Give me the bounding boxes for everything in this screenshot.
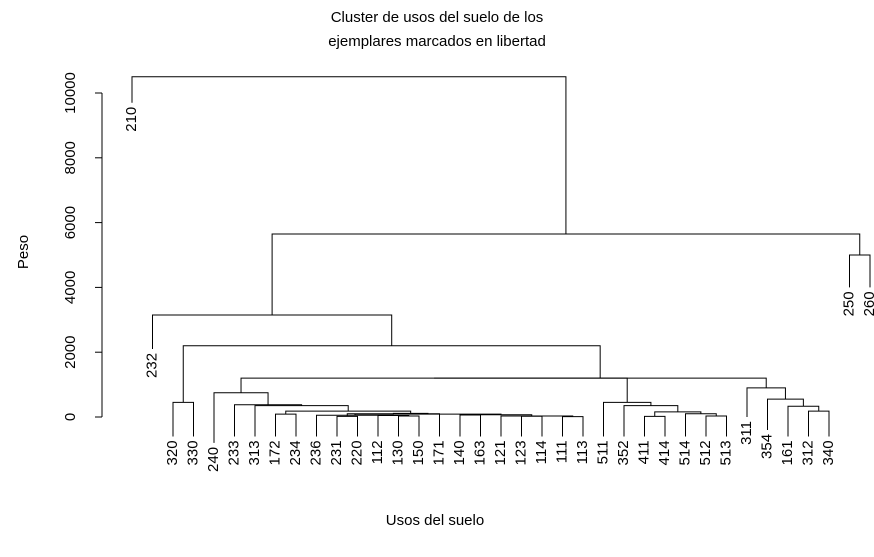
dendrogram-link: [746, 387, 786, 417]
leaf-label: 511: [594, 440, 611, 464]
y-tick-label: 4000: [62, 271, 79, 304]
leaf-label: 231: [328, 440, 345, 465]
dendrogram-link: [336, 415, 358, 437]
y-axis-label: Peso: [15, 235, 32, 269]
dendrogram-link: [767, 398, 804, 430]
dendrogram-link: [459, 414, 481, 437]
leaf-label: 411: [635, 440, 652, 464]
dendrogram-link: [623, 405, 679, 437]
leaf-label: 210: [123, 107, 140, 132]
leaf-label: 163: [471, 440, 488, 465]
dendrogram-link: [240, 377, 628, 403]
dendrogram-link: [346, 413, 440, 437]
dendrogram-link: [398, 415, 420, 437]
leaf-label: 260: [861, 291, 874, 316]
y-axis: 0 2000 4000 6000 8000 10000: [62, 72, 103, 421]
leaf-label: 313: [246, 440, 263, 465]
leaf-label: 172: [266, 440, 283, 465]
chart-title-line-2: ejemplares marcados en libertad: [328, 33, 546, 50]
dendrogram-link: [685, 413, 717, 437]
leaf-label: 232: [143, 353, 160, 378]
leaf-label: 171: [430, 440, 447, 465]
dendrogram-link: [213, 392, 269, 443]
leaf-label: 236: [307, 440, 324, 465]
leaf-label: 414: [656, 440, 673, 465]
dendrogram-link: [275, 413, 297, 437]
x-axis-label: Usos del suelo: [386, 512, 484, 529]
dendrogram-link: [849, 254, 871, 288]
y-tick-label: 2000: [62, 336, 79, 369]
leaf-label: 352: [615, 440, 632, 465]
y-tick-label: 10000: [62, 72, 79, 114]
dendrogram-link: [808, 410, 830, 437]
dendrogram-link: [521, 415, 543, 437]
chart-title-line-1: Cluster de usos del suelo de los: [331, 9, 544, 26]
dendrogram-tree: [131, 76, 871, 443]
leaf-label: 140: [451, 440, 468, 465]
dendrogram-link: [434, 377, 767, 388]
leaf-label: 312: [799, 440, 816, 465]
dendrogram-link: [500, 415, 574, 437]
dendrogram-link: [705, 415, 727, 437]
leaf-label: 354: [758, 434, 775, 459]
dendrogram-link: [644, 415, 666, 437]
dendrogram-link: [172, 401, 194, 437]
dendrogram-link: [603, 401, 652, 437]
y-tick-label: 8000: [62, 141, 79, 174]
leaf-label: 121: [492, 440, 509, 465]
dendrogram-link: [377, 415, 410, 437]
dendrogram-link: [234, 404, 303, 437]
dendrogram-link: [271, 233, 861, 315]
dendrogram-link: [316, 414, 394, 437]
leaf-label: 111: [553, 440, 570, 463]
leaf-label: 512: [697, 440, 714, 465]
dendrogram-link: [152, 314, 393, 349]
leaf-label: 112: [369, 440, 386, 464]
leaf-label: 514: [676, 440, 693, 465]
leaf-label: 233: [225, 440, 242, 465]
leaf-label: 113: [574, 440, 591, 464]
leaf-label: 114: [533, 440, 550, 464]
dendrogram-link: [562, 416, 584, 437]
leaf-label: 320: [164, 440, 181, 465]
leaf-label: 311: [738, 421, 755, 445]
dendrogram-link: [182, 345, 601, 403]
leaf-label: 220: [348, 440, 365, 465]
leaf-label: 250: [840, 291, 857, 316]
y-tick-label: 6000: [62, 206, 79, 239]
dendrogram-link: [254, 405, 349, 437]
leaf-label: 161: [779, 440, 796, 465]
leaf-label: 150: [410, 440, 427, 465]
leaf-label: 513: [717, 440, 734, 465]
leaf-label: 240: [205, 447, 222, 472]
y-tick-label: 0: [62, 413, 79, 421]
dendrogram-link: [131, 76, 567, 234]
leaf-label: 123: [512, 440, 529, 465]
leaf-label: 234: [287, 440, 304, 465]
leaf-label: 130: [389, 440, 406, 465]
leaf-label: 330: [184, 440, 201, 465]
leaf-label: 340: [820, 440, 837, 465]
